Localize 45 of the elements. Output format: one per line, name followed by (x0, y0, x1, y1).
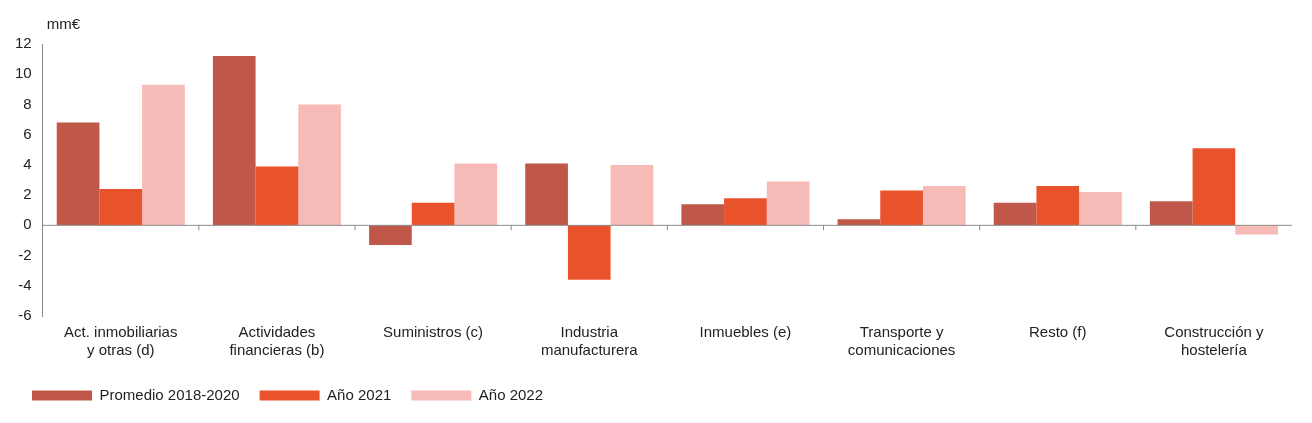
bar (99, 189, 143, 226)
bar (567, 225, 611, 280)
legend-label: Año 2021 (327, 385, 392, 403)
bar (56, 122, 100, 226)
bar (880, 190, 923, 226)
x-tick-label: Construcción y hostelería (1164, 323, 1265, 359)
bar (525, 163, 568, 226)
x-tick-label: Suministros (c) (383, 323, 484, 341)
bar (411, 202, 455, 226)
bar (922, 186, 966, 226)
y-tick-label: -4 (18, 275, 32, 293)
y-tick-label: 8 (23, 94, 32, 112)
bar (1036, 186, 1080, 226)
y-tick-label: 12 (15, 34, 32, 52)
x-tick-label: Inmuebles (e) (699, 323, 792, 341)
y-tick-label: 2 (23, 185, 32, 203)
bar (454, 163, 498, 226)
bar (681, 204, 725, 226)
bar (1079, 192, 1122, 226)
bar (837, 219, 881, 226)
legend-label: Promedio 2018-2020 (99, 385, 240, 403)
bar (724, 198, 767, 226)
y-tick-label: 4 (23, 155, 32, 173)
bar (298, 104, 341, 226)
y-tick-label: -2 (18, 245, 32, 263)
y-tick-label: 10 (15, 64, 32, 82)
x-tick-label: Industria manufacturera (540, 323, 639, 359)
bar (766, 181, 810, 226)
bar (993, 202, 1037, 226)
bar (1149, 201, 1193, 226)
x-tick-label: Transporte y comunicaciones (847, 323, 956, 359)
y-tick-label: 6 (23, 124, 32, 142)
y-axis-title: mm€ (46, 14, 81, 32)
y-tick-label: -6 (18, 306, 32, 324)
x-tick-label: Act. inmobiliarias y otras (d) (64, 323, 178, 359)
bar (369, 225, 412, 245)
x-tick-label: Actividades financieras (b) (229, 323, 325, 359)
legend-label: Año 2022 (478, 385, 544, 403)
bar (610, 164, 654, 226)
y-tick-label: 0 (23, 215, 32, 233)
bar (1192, 148, 1236, 226)
bar (142, 84, 185, 226)
x-tick-label: Resto (f) (1029, 323, 1087, 341)
bar (212, 56, 256, 226)
bar (255, 166, 299, 226)
